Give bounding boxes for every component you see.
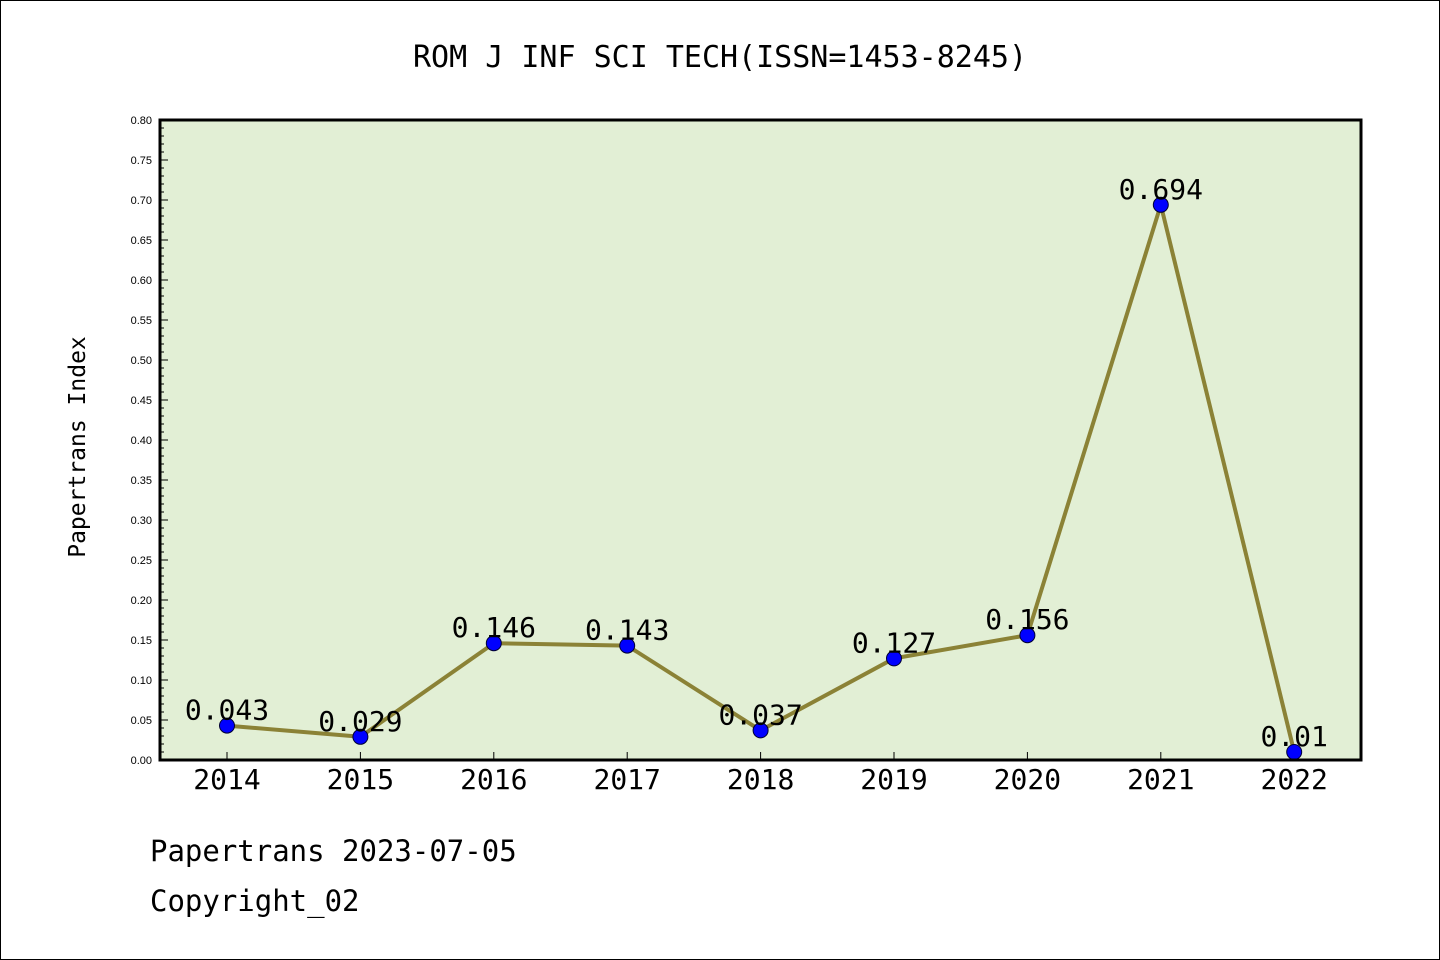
x-tick-label: 2016 (460, 763, 527, 796)
data-point (886, 650, 902, 667)
data-series: 0.043 0.029 0.146 0.143 0.037 0.127 0.156 0.694… (185, 173, 1328, 760)
footer-date-text: Papertrans 2023-07-05 (150, 834, 517, 868)
data-point (219, 717, 235, 734)
y-tick-label: 0.35 (131, 475, 152, 487)
data-point (1152, 196, 1169, 213)
plot-area (160, 120, 1361, 760)
x-tick-label: 2018 (727, 763, 794, 796)
y-tick-label: 0.05 (131, 715, 152, 727)
chart-title: ROM J INF SCI TECH(ISSN=1453-8245) (413, 40, 1027, 75)
y-tick-label: 0.75 (131, 155, 152, 167)
data-point (1019, 627, 1036, 644)
data-label: 0.694 (1119, 173, 1203, 206)
data-label: 0.029 (318, 705, 402, 738)
plot-border (158, 118, 1363, 762)
y-tick-label: 0.45 (131, 395, 152, 407)
y-tick-label: 0.40 (131, 435, 152, 447)
y-axis-label: Papertrans Index (65, 336, 91, 558)
x-tick-label: 2015 (327, 763, 394, 796)
x-tick-label: 2020 (994, 763, 1061, 796)
y-axis-ticks: 0.00 0.05 0.10 0.15 0.20 0.25 0.30 0.35 0.40 0.45… (131, 115, 168, 767)
y-tick-label: 0.25 (131, 555, 152, 567)
data-label: 0.146 (452, 611, 536, 644)
data-label: 0.01 (1260, 720, 1327, 753)
x-tick-label: 2021 (1127, 763, 1194, 796)
data-label: 0.156 (985, 603, 1069, 636)
y-tick-label: 0.60 (131, 275, 152, 287)
y-tick-label: 0.65 (131, 235, 152, 247)
data-point (752, 722, 769, 739)
data-label: 0.043 (185, 694, 269, 727)
data-label: 0.127 (852, 626, 936, 659)
y-tick-label: 0.80 (131, 115, 152, 127)
y-tick-label: 0.55 (131, 315, 152, 327)
x-tick-label: 2022 (1260, 763, 1327, 796)
x-axis-ticks: 2014 2015 2016 2017 2018 2019 2020 2021 2022 (193, 752, 1328, 796)
data-point (619, 637, 636, 654)
y-tick-label: 0.20 (131, 595, 152, 607)
y-tick-label: 0.50 (131, 355, 152, 367)
y-tick-label: 0.00 (131, 755, 152, 767)
y-tick-label: 0.15 (131, 635, 152, 647)
x-tick-label: 2019 (860, 763, 927, 796)
y-tick-label: 0.10 (131, 675, 152, 687)
data-label: 0.037 (718, 698, 802, 731)
y-tick-label: 0.70 (131, 195, 152, 207)
x-tick-label: 2017 (593, 763, 660, 796)
data-point (352, 728, 369, 745)
footer-copyright-text: Copyright_02 (150, 884, 360, 918)
data-point (485, 635, 502, 652)
data-label: 0.143 (585, 614, 669, 647)
x-tick-label: 2014 (193, 763, 260, 796)
y-tick-label: 0.30 (131, 515, 152, 527)
